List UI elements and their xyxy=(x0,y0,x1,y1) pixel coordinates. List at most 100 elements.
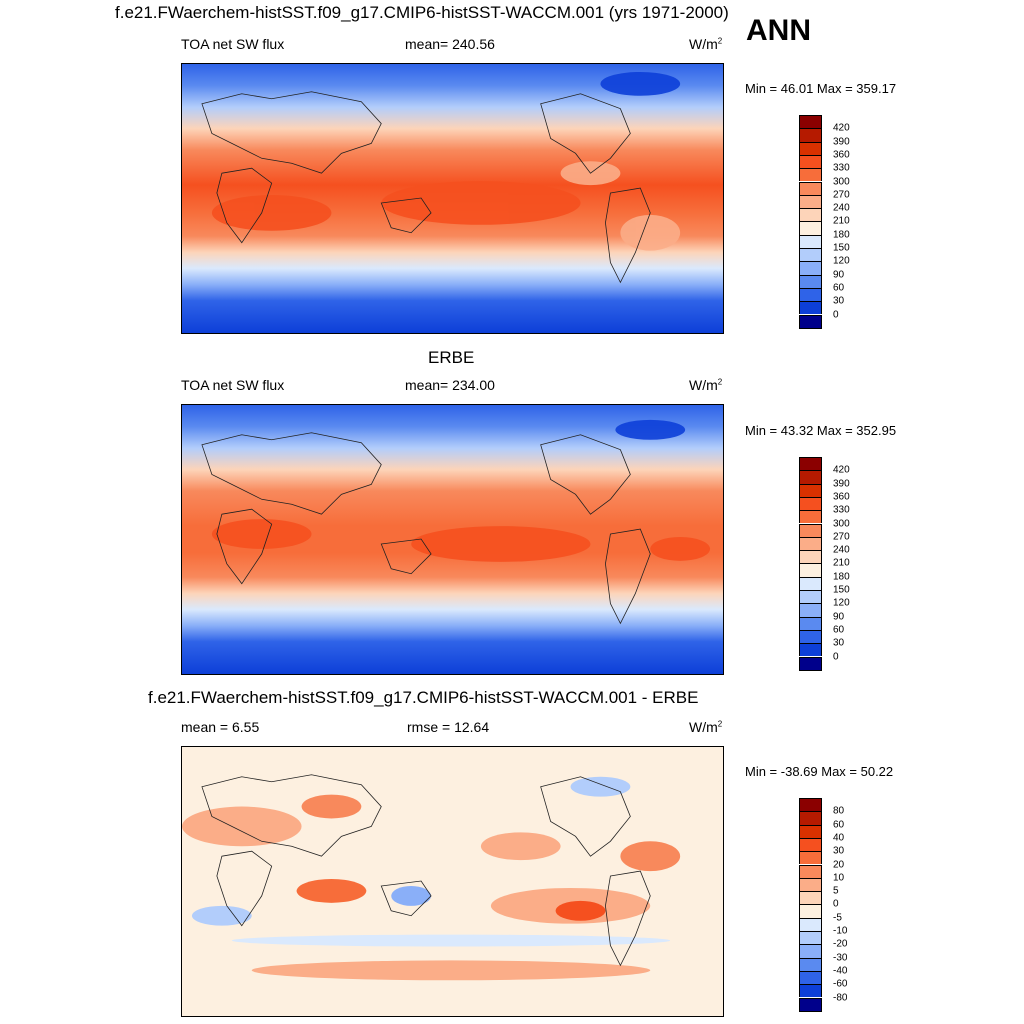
panel2-units-label: W/m2 xyxy=(689,378,722,392)
panel2-colorbar-swatch xyxy=(799,590,822,604)
panel1-colorbar-swatch xyxy=(799,314,822,329)
panel3-colorbar-swatch xyxy=(799,904,822,918)
panel3-colorbar-tick-label: 20 xyxy=(833,859,845,870)
panel1-colorbar-tick-label: 270 xyxy=(833,189,850,201)
panel2-colorbar-tick-label: 120 xyxy=(833,597,850,609)
panel2-minmax: Min = 43.32 Max = 352.95 xyxy=(745,423,897,438)
panel3-units-text: W/m xyxy=(689,719,718,735)
panel3-minmax: Min = -38.69 Max = 50.22 xyxy=(745,764,894,779)
panel2-colorbar-tick-label: 270 xyxy=(833,531,850,543)
panel2-colorbar-tick-label: 210 xyxy=(833,557,850,569)
panel1-colorbar-swatch xyxy=(799,248,822,262)
panel2-colorbar: 420 390 360 330 300 270 240 210 180 150 120 90 60 30 0 xyxy=(799,457,850,671)
panel3-colorbar-swatch xyxy=(799,851,822,865)
figure-title: f.e21.FWaerchem-histSST.f09_g17.CMIP6-hi… xyxy=(115,3,729,22)
panel2-colorbar-swatch xyxy=(799,483,822,497)
panel3-colorbar-swatch xyxy=(799,984,822,998)
panel2-colorbar-swatch xyxy=(799,616,822,630)
panel1-colorbar-swatch xyxy=(799,194,822,209)
panel2-colorbar-tick-label: 30 xyxy=(833,637,845,649)
panel1-colorbar-swatch xyxy=(799,287,822,302)
panel2-colorbar-swatch xyxy=(799,576,822,590)
panel1-units-label: W/m2 xyxy=(689,37,722,51)
panel2-colorbar-swatch xyxy=(799,563,822,577)
panel2-colorbar-swatch xyxy=(799,643,822,657)
panel1-colorbar-tick-label: 90 xyxy=(833,269,845,281)
panel3-colorbar-tick-label: -5 xyxy=(833,912,842,924)
panel2-colorbar-tick-label: 180 xyxy=(833,571,850,583)
panel3-colorbar-swatch xyxy=(799,917,822,931)
panel3-colorbar-swatch xyxy=(799,877,822,892)
panel3-colorbar-tick-label: 0 xyxy=(833,898,839,910)
panel1-colorbar-tick-label: 300 xyxy=(833,176,850,187)
panel2-colorbar-tick-label: 150 xyxy=(833,584,850,596)
panel1-colorbar-tick-label: 360 xyxy=(833,149,850,161)
panel3-colorbar-swatch xyxy=(799,798,822,812)
panel3-colorbar-swatch xyxy=(799,931,822,945)
panel1-colorbar-swatch xyxy=(799,115,822,129)
panel1-map xyxy=(181,63,724,334)
panel3-colorbar-tick-label: 80 xyxy=(833,805,845,817)
panel1-colorbar-swatch xyxy=(799,234,822,248)
panel2-colorbar-tick-label: 330 xyxy=(833,504,850,516)
panel1-colorbar-tick-label: 210 xyxy=(833,215,850,227)
panel3-colorbar: 80 60 40 30 20 10 5 0 -5 -10 -20 -30 -40 -60 -80 xyxy=(799,798,847,1012)
panel3-colorbar-tick-label: -10 xyxy=(833,925,848,937)
panel2-colorbar-swatch xyxy=(799,523,822,537)
panel3-colorbar-swatch xyxy=(799,957,822,971)
panel2-units-text: W/m xyxy=(689,377,718,393)
panel2-mean-label: mean= 234.00 xyxy=(405,377,495,393)
panel3-colorbar-tick-label: -30 xyxy=(833,952,848,964)
panel2-colorbar-tick-label: 420 xyxy=(833,464,850,476)
panel2-variable-label: TOA net SW flux xyxy=(181,377,285,393)
panel2-map-svg xyxy=(182,405,723,674)
panel1-map-svg xyxy=(182,64,723,333)
panel2-colorbar-tick-label: 60 xyxy=(833,624,845,636)
panel3-map-svg xyxy=(182,747,723,1016)
panel3-map xyxy=(181,746,724,1017)
panel3-colorbar-swatch xyxy=(799,970,822,985)
panel1-units-sup: 2 xyxy=(717,36,723,46)
panel2-colorbar-swatch xyxy=(799,629,822,644)
panel1-colorbar-tick-label: 120 xyxy=(833,255,850,267)
panel1-colorbar-swatch xyxy=(799,168,822,182)
panel3-mean-label: mean = 6.55 xyxy=(181,719,260,735)
panel2-colorbar-tick-label: 240 xyxy=(833,544,850,556)
panel1-colorbar: 420 390 360 330 300 270 240 210 180 150 120 90 60 30 0 xyxy=(799,115,850,329)
panel1-variable-label: TOA net SW flux xyxy=(181,36,285,52)
panel1-colorbar-swatch xyxy=(799,221,822,235)
panel1-colorbar-swatch xyxy=(799,141,822,155)
panel3-title: f.e21.FWaerchem-histSST.f09_g17.CMIP6-hi… xyxy=(148,688,699,707)
panel1-coastlines xyxy=(201,91,651,284)
panel1-colorbar-swatch xyxy=(799,128,822,142)
panel2-colorbar-swatch xyxy=(799,603,822,617)
panel3-coastlines xyxy=(201,774,651,967)
panel2-colorbar-tick-label: 390 xyxy=(833,478,850,490)
panel2-colorbar-tick-label: 90 xyxy=(833,611,845,623)
panel2-colorbar-swatch xyxy=(799,550,822,564)
panel3-colorbar-swatch xyxy=(799,824,822,838)
panel3-rmse-label: rmse = 12.64 xyxy=(407,719,490,735)
panel1-colorbar-tick-label: 390 xyxy=(833,136,850,148)
panel1-colorbar-tick-label: 180 xyxy=(833,229,850,241)
panel1-colorbar-tick-label: 150 xyxy=(833,242,850,254)
panel3-colorbar-swatch xyxy=(799,997,822,1012)
panel2-colorbar-tick-label: 0 xyxy=(833,651,839,662)
panel1-colorbar-swatch xyxy=(799,261,822,275)
panel1-patches xyxy=(211,71,681,251)
panel3-colorbar-swatch xyxy=(799,891,822,905)
panel2-colorbar-tick-label: 300 xyxy=(833,518,850,529)
panel3-colorbar-swatch xyxy=(799,811,822,825)
panel3-colorbar-tick-label: 60 xyxy=(833,819,845,831)
panel2-colorbar-swatch xyxy=(799,496,822,511)
panel2-title: ERBE xyxy=(428,348,475,367)
panel1-colorbar-tick-label: 240 xyxy=(833,202,850,214)
panel2-map xyxy=(181,404,724,675)
panel1-colorbar-swatch xyxy=(799,154,822,169)
panel2-patches xyxy=(211,419,711,562)
panel2-coastlines xyxy=(201,432,651,625)
panel3-colorbar-swatch xyxy=(799,864,822,878)
panel2-colorbar-tick-label: 360 xyxy=(833,491,850,503)
panel2-colorbar-swatch xyxy=(799,656,822,671)
season-label: ANN xyxy=(746,14,811,47)
